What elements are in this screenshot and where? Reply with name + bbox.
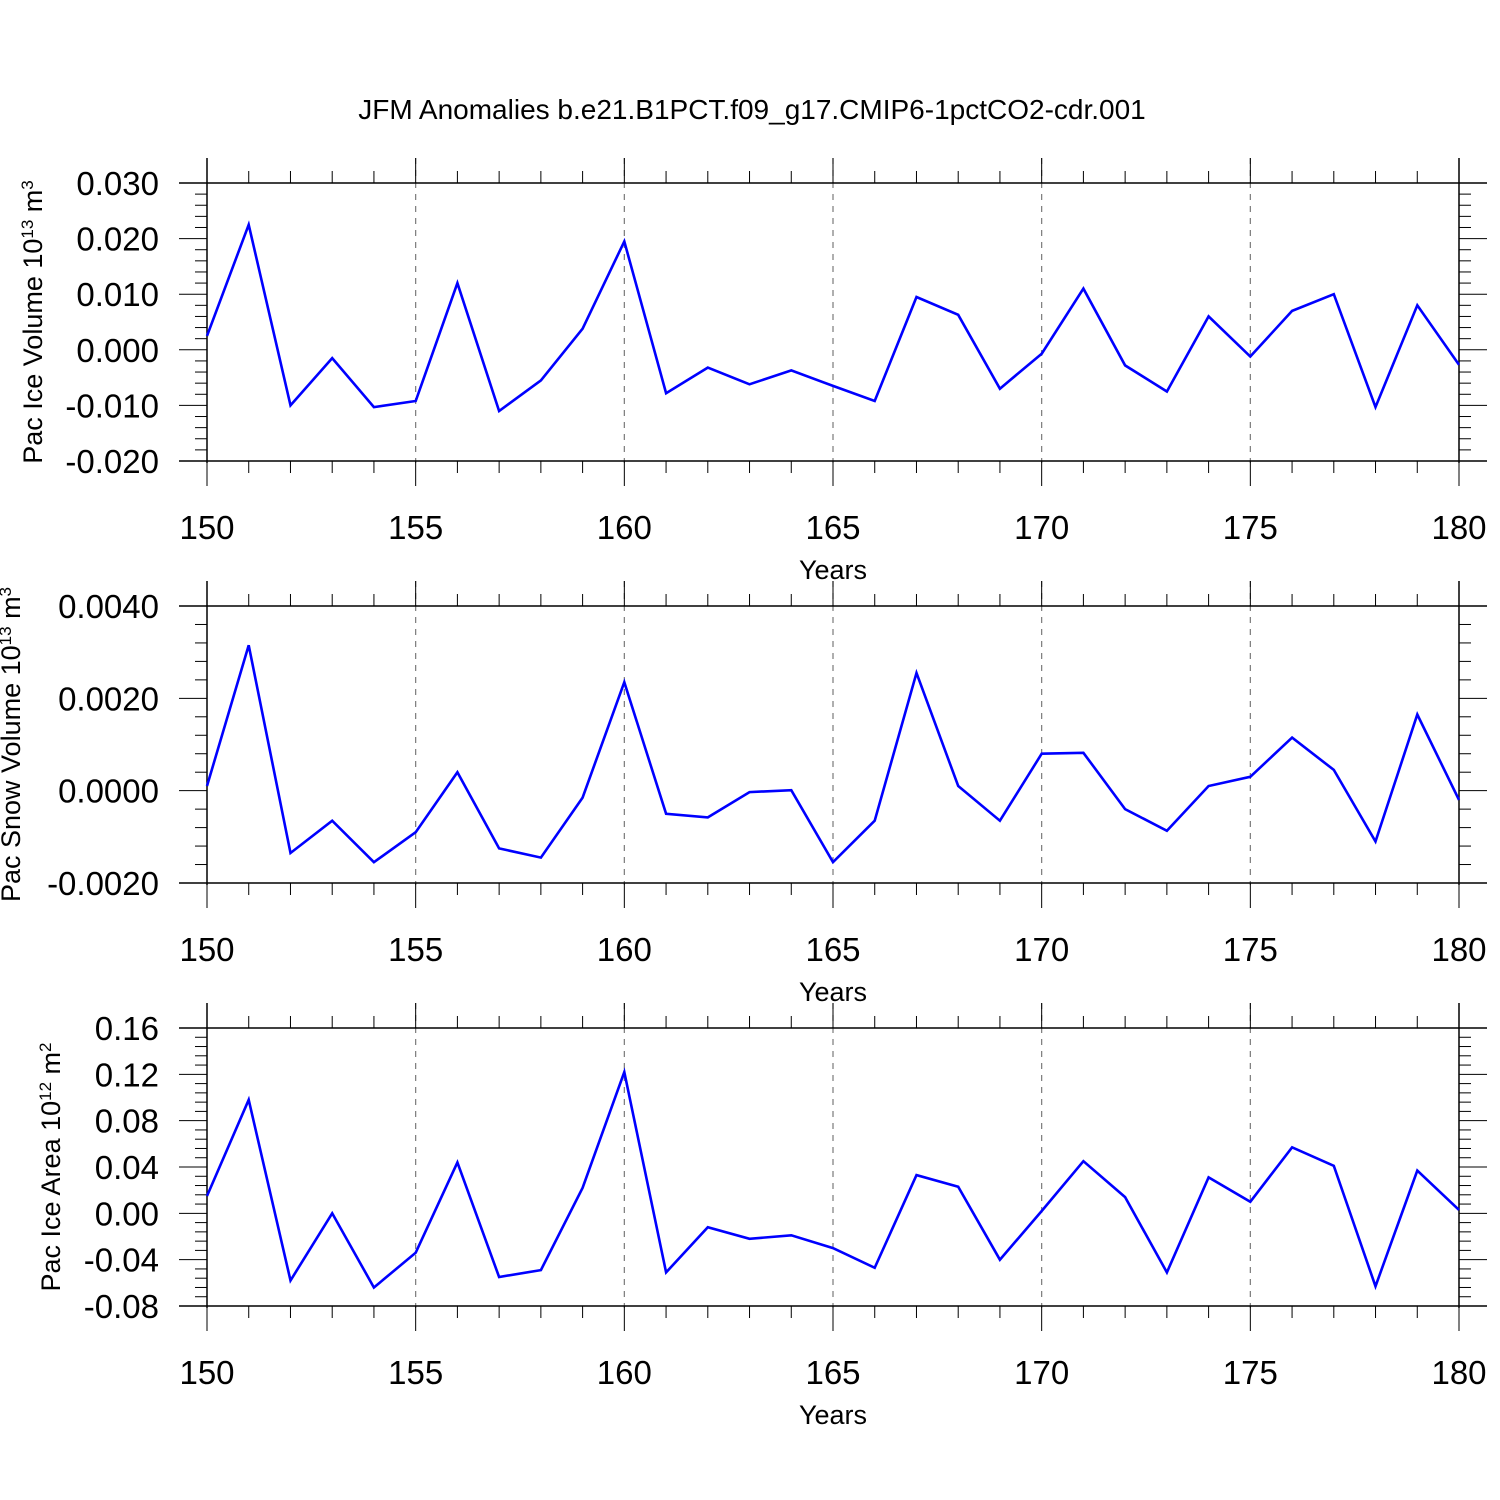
x-tick-label: 160 <box>597 1354 652 1391</box>
x-tick-label: 150 <box>179 931 234 968</box>
series-line <box>205 220 1461 414</box>
y-label-superscript: 12 <box>36 1082 55 1101</box>
y-tick-label: 0.000 <box>76 332 159 369</box>
y-label-superscript: 13 <box>18 220 37 239</box>
x-axis-label: Years <box>799 977 867 1007</box>
y-label-superscript: 3 <box>0 587 15 596</box>
x-tick-label: 170 <box>1014 509 1069 546</box>
y-tick-label: 0.020 <box>76 221 159 258</box>
y-tick-label: 0.12 <box>95 1056 159 1093</box>
y-axis-label: Pac Ice Area 1012 m2 <box>36 1042 67 1291</box>
y-tick-label: 0.08 <box>95 1103 159 1140</box>
y-label-text: m <box>18 190 48 220</box>
panel-3: -0.08 -0.04 0.00 0.04 0.08 0.12 0.16 150 155 160 1… <box>36 1003 1487 1430</box>
x-tick-label: 160 <box>597 509 652 546</box>
panels-group: -0.020 -0.010 0.000 0.010 0.020 0.030 150 155 16… <box>0 158 1487 1430</box>
x-tick-label: 180 <box>1431 509 1486 546</box>
y-tick-label: 0.0000 <box>58 773 159 810</box>
x-tick-label: 155 <box>388 509 443 546</box>
y-tick-label: 0.030 <box>76 165 159 202</box>
y-tick-label: 0.010 <box>76 276 159 313</box>
y-tick-label: -0.0020 <box>47 865 159 902</box>
panel-1: -0.020 -0.010 0.000 0.010 0.020 0.030 150 155 16… <box>18 158 1487 585</box>
y-label-superscript: 3 <box>18 180 37 189</box>
x-tick-label: 150 <box>179 1354 234 1391</box>
x-tick-label: 180 <box>1431 931 1486 968</box>
y-tick-label: -0.08 <box>84 1288 159 1325</box>
y-label-text: m <box>36 1052 66 1082</box>
x-tick-label: 160 <box>597 931 652 968</box>
y-tick-label: 0.00 <box>95 1195 159 1232</box>
y-axis-label: Pac Snow Volume 1013 m3 <box>0 587 26 902</box>
x-axis-label: Years <box>799 555 867 585</box>
y-tick-label: 0.0040 <box>58 588 159 625</box>
x-tick-label: 155 <box>388 931 443 968</box>
x-tick-label: 155 <box>388 1354 443 1391</box>
series-line <box>205 644 1461 865</box>
x-tick-label: 170 <box>1014 931 1069 968</box>
y-tick-label: 0.16 <box>95 1010 159 1047</box>
x-tick-label: 165 <box>805 509 860 546</box>
x-axis-label: Years <box>799 1400 867 1430</box>
x-tick-label: 175 <box>1223 931 1278 968</box>
y-label-text: Pac Ice Volume 10 <box>18 239 48 464</box>
panel-2: -0.0020 0.0000 0.0020 0.0040 150 155 160 165 170… <box>0 581 1487 1007</box>
y-label-text: Pac Snow Volume 10 <box>0 645 26 902</box>
y-label-superscript: 2 <box>36 1042 55 1051</box>
x-tick-label: 165 <box>805 1354 860 1391</box>
y-tick-label: -0.04 <box>84 1242 159 1279</box>
y-tick-label: 0.04 <box>95 1149 159 1186</box>
x-tick-label: 170 <box>1014 1354 1069 1391</box>
y-label-text: m <box>0 596 26 626</box>
y-tick-label: -0.010 <box>65 387 159 424</box>
y-tick-label: -0.020 <box>65 443 159 480</box>
y-label-text: Pac Ice Area 10 <box>36 1101 66 1292</box>
x-tick-label: 175 <box>1223 509 1278 546</box>
chart-title: JFM Anomalies b.e21.B1PCT.f09_g17.CMIP6-… <box>358 94 1146 125</box>
y-label-superscript: 13 <box>0 626 15 645</box>
x-tick-label: 165 <box>805 931 860 968</box>
x-tick-label: 175 <box>1223 1354 1278 1391</box>
y-tick-label: 0.0020 <box>58 680 159 717</box>
y-axis-label: Pac Ice Volume 1013 m3 <box>18 180 49 464</box>
x-tick-label: 180 <box>1431 1354 1486 1391</box>
x-tick-label: 150 <box>179 509 234 546</box>
series-line <box>205 1067 1460 1291</box>
